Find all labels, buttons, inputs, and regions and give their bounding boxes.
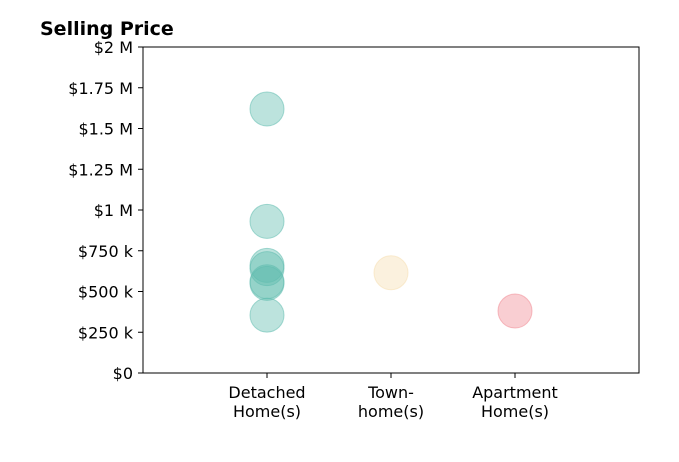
- plot-frame: [142, 46, 640, 374]
- data-point: [249, 265, 285, 301]
- data-point: [497, 293, 533, 329]
- x-tick-label: Detached Home(s): [228, 383, 305, 421]
- x-tick-label: Apartment Home(s): [472, 383, 558, 421]
- data-point: [373, 255, 409, 291]
- data-point: [249, 251, 285, 287]
- y-tick-label: $1.75 M: [68, 79, 133, 98]
- chart-title: Selling Price: [40, 18, 174, 40]
- y-tick-label: $0: [113, 364, 133, 383]
- points-layer: [249, 91, 533, 333]
- y-tick-label: $1.25 M: [68, 160, 133, 179]
- y-tick-label: $750 k: [78, 242, 134, 261]
- y-tick-label: $1 M: [94, 201, 133, 220]
- data-point: [249, 297, 285, 333]
- y-tick-label: $2 M: [94, 38, 133, 57]
- y-axis: $0 $250 k $500 k $750 k $1 M $1.25 M $1.5 M $1.…: [68, 38, 143, 383]
- y-tick-label: $500 k: [78, 283, 134, 302]
- y-tick-label: $250 k: [78, 323, 134, 342]
- x-axis: Detached Home(s) Town-home(s) Apartment Home…: [228, 373, 558, 421]
- y-tick-label: $1.5 M: [78, 120, 133, 139]
- x-tick-label: Town-home(s): [358, 383, 424, 421]
- data-point: [249, 91, 285, 127]
- data-point: [249, 203, 285, 239]
